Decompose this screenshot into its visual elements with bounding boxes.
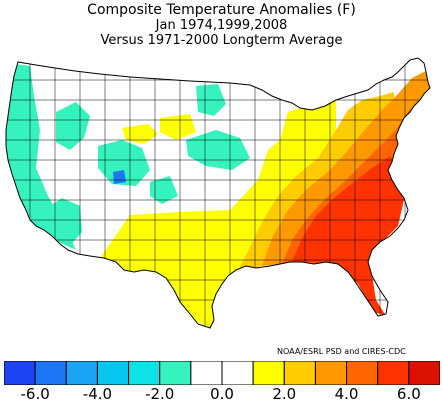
color-scale-tick-label: 2.0 (272, 385, 297, 403)
map-subtitle-baseline: Versus 1971-2000 Longterm Average (100, 33, 343, 48)
color-scale-bin (96, 361, 130, 385)
yellow-anomaly-region (160, 114, 196, 140)
mint-anomaly-region (6, 64, 76, 250)
color-scale-bin (34, 361, 67, 385)
color-scale-bin (346, 361, 379, 385)
color-scale-bin (128, 361, 161, 385)
color-scale-tick-label: 6.0 (396, 385, 421, 403)
orange-anomaly-region (262, 70, 430, 266)
yellow-anomaly-region (122, 124, 158, 144)
data-credit: NOAA/ESRL PSD and CIRES-CDC (277, 347, 406, 356)
color-scale-bin (252, 361, 285, 385)
color-scale-bin (221, 361, 254, 385)
blue-anomaly-region (113, 170, 126, 184)
map-title: Composite Temperature Anomalies (F) (87, 2, 356, 18)
color-scale-tick-label: -2.0 (145, 385, 175, 403)
mint-anomaly-region (56, 102, 90, 150)
color-scale-tick-label: 0.0 (210, 385, 234, 403)
mint-anomaly-region (98, 140, 150, 186)
strong-warm-anomaly-region (292, 156, 404, 316)
color-scale-bin (4, 361, 36, 385)
mint-anomaly-region (44, 198, 82, 246)
color-scale-tick-label: -6.0 (20, 385, 50, 403)
map-subtitle-period: Jan 1974,1999,2008 (155, 18, 288, 33)
yellow-anomaly-region (100, 100, 336, 328)
color-scale-tick-label: 4.0 (334, 385, 359, 403)
color-scale-tick-label: -4.0 (82, 385, 113, 403)
color-scale-bin (159, 361, 192, 385)
mint-anomaly-region (150, 176, 178, 204)
color-scale-bin (408, 361, 440, 385)
us-anomaly-map (0, 50, 443, 350)
color-scale-bin (283, 361, 316, 385)
color-scale-bin (377, 361, 410, 385)
color-scale-bin (65, 361, 98, 385)
color-scale-bin (314, 361, 348, 385)
color-scale-bin (190, 361, 223, 385)
color-scale-bar (4, 361, 440, 385)
